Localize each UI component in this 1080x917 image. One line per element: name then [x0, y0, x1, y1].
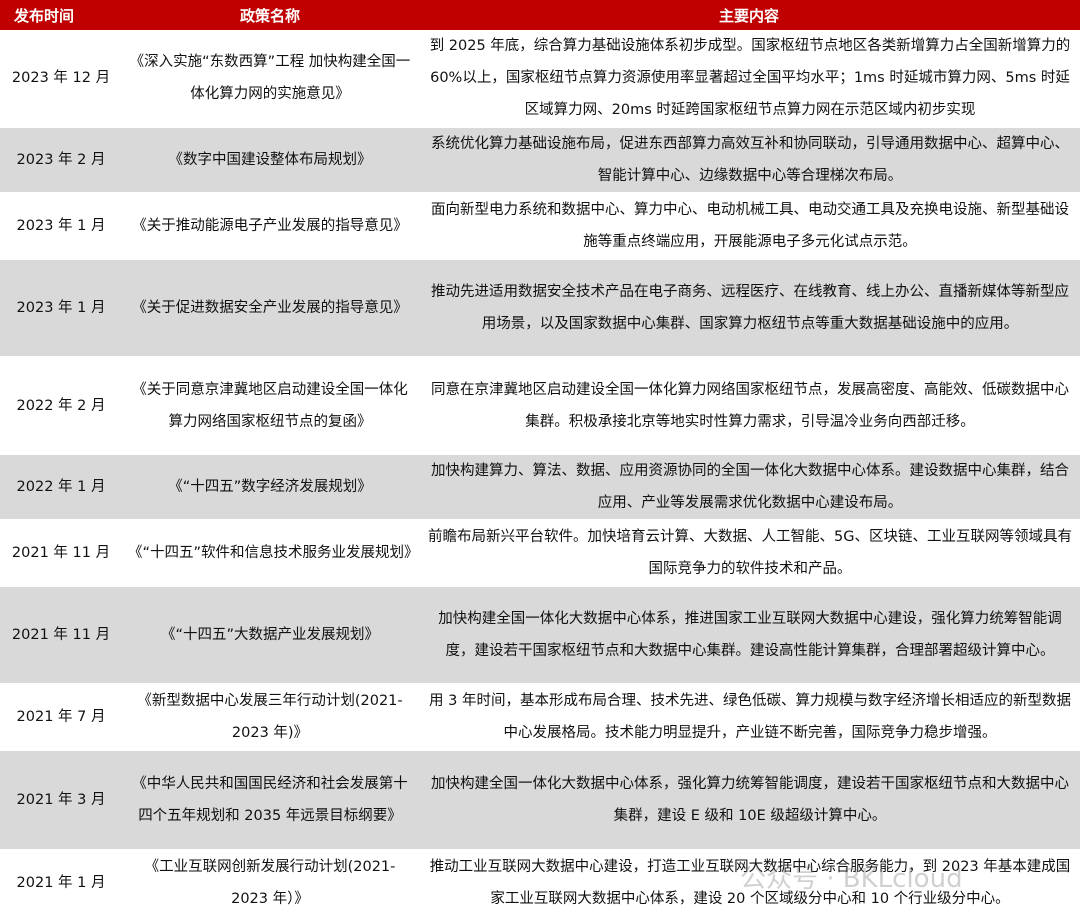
table-row: 2023 年 2 月《数字中国建设整体布局规划》 系统优化算力基础设施布局，促进东…	[0, 127, 1080, 194]
cell-policy-name: 《新型数据中心发展三年行动计划(2021-2023 年)》	[122, 684, 418, 751]
cell-content: 推动工业互联网大数据中心建设，打造工业互联网大数据中心综合服务能力，到 2023…	[418, 850, 1080, 917]
cell-date: 2023 年 1 月	[0, 193, 122, 260]
table-row: 2021 年 3 月《中华人民共和国国民经济和社会发展第十四个五年规划和 203…	[0, 750, 1080, 851]
cell-content: 前瞻布局新兴平台软件。加快培育云计算、大数据、人工智能、5G、区块链、工业互联网…	[418, 520, 1080, 587]
cell-date: 2021 年 7 月	[0, 684, 122, 751]
table-row: 2022 年 1 月《“十四五”数字经济发展规划》 加快构建算力、算法、数据、应用…	[0, 454, 1080, 521]
table-row: 2022 年 2 月《关于同意京津冀地区启动建设全国一体化算力网络国家枢纽节点的…	[0, 357, 1080, 455]
cell-date: 2023 年 2 月	[0, 127, 122, 194]
cell-date: 2021 年 11 月	[0, 520, 122, 587]
cell-content: 面向新型电力系统和数据中心、算力中心、电动机械工具、电动交通工具及充换电设施、新…	[418, 193, 1080, 260]
cell-date: 2022 年 1 月	[0, 454, 122, 521]
cell-content: 同意在京津冀地区启动建设全国一体化算力网络国家枢纽节点，发展高密度、高能效、低碳…	[418, 357, 1080, 455]
cell-date: 2021 年 3 月	[0, 750, 122, 851]
table-row: 2021 年 1 月《工业互联网创新发展行动计划(2021-2023 年）》 推动…	[0, 850, 1080, 917]
cell-content: 系统优化算力基础设施布局，促进东西部算力高效互补和协同联动，引导通用数据中心、超…	[418, 127, 1080, 194]
cell-policy-name: 《工业互联网创新发展行动计划(2021-2023 年）》	[122, 850, 418, 917]
cell-policy-name: 《“十四五”大数据产业发展规划》	[122, 586, 418, 685]
cell-policy-name: 《数字中国建设整体布局规划》	[122, 127, 418, 194]
table-row: 2023 年 12 月《深入实施“东数西算”工程 加快构建全国一体化算力网的实施…	[0, 30, 1080, 128]
cell-content: 推动先进适用数据安全技术产品在电子商务、远程医疗、在线教育、线上办公、直播新媒体…	[418, 259, 1080, 358]
cell-policy-name: 《中华人民共和国国民经济和社会发展第十四个五年规划和 2035 年远景目标纲要》	[122, 750, 418, 851]
cell-date: 2023 年 1 月	[0, 259, 122, 358]
cell-policy-name: 《深入实施“东数西算”工程 加快构建全国一体化算力网的实施意见》	[122, 30, 418, 128]
table-row: 2023 年 1 月《关于推动能源电子产业发展的指导意见》 面向新型电力系统和数据…	[0, 193, 1080, 260]
cell-content: 加快构建算力、算法、数据、应用资源协同的全国一体化大数据中心体系。建设数据中心集…	[418, 454, 1080, 521]
cell-date: 2021 年 1 月	[0, 850, 122, 917]
cell-policy-name: 《关于同意京津冀地区启动建设全国一体化算力网络国家枢纽节点的复函》	[122, 357, 418, 455]
cell-date: 2021 年 11 月	[0, 586, 122, 685]
table-row: 2021 年 11 月《“十四五”大数据产业发展规划》 加快构建全国一体化大数据中…	[0, 586, 1080, 685]
cell-date: 2023 年 12 月	[0, 30, 122, 128]
table-header: 发布时间 政策名称 主要内容	[0, 0, 1080, 30]
header-content: 主要内容	[418, 0, 1080, 30]
cell-policy-name: 《“十四五”数字经济发展规划》	[122, 454, 418, 521]
table-row: 2023 年 1 月《关于促进数据安全产业发展的指导意见》 推动先进适用数据安全技…	[0, 259, 1080, 358]
cell-content: 加快构建全国一体化大数据中心体系，强化算力统筹智能调度，建设若干国家枢纽节点和大…	[418, 750, 1080, 851]
cell-policy-name: 《“十四五”软件和信息技术服务业发展规划》	[122, 520, 419, 587]
cell-content: 到 2025 年底，综合算力基础设施体系初步成型。国家枢纽节点地区各类新增算力占…	[418, 30, 1080, 128]
cell-content: 加快构建全国一体化大数据中心体系，推进国家工业互联网大数据中心建设，强化算力统筹…	[418, 586, 1080, 685]
cell-policy-name: 《关于推动能源电子产业发展的指导意见》	[122, 193, 418, 260]
table-row: 2021 年 11 月《“十四五”软件和信息技术服务业发展规划》 前瞻布局新兴平台…	[0, 520, 1080, 587]
cell-content: 用 3 年时间，基本形成布局合理、技术先进、绿色低碳、算力规模与数字经济增长相适…	[418, 684, 1080, 751]
cell-date: 2022 年 2 月	[0, 357, 122, 455]
header-name: 政策名称	[122, 0, 418, 30]
table-row: 2021 年 7 月《新型数据中心发展三年行动计划(2021-2023 年)》用…	[0, 684, 1080, 751]
cell-policy-name: 《关于促进数据安全产业发展的指导意见》	[122, 259, 418, 358]
header-date: 发布时间	[0, 0, 122, 30]
